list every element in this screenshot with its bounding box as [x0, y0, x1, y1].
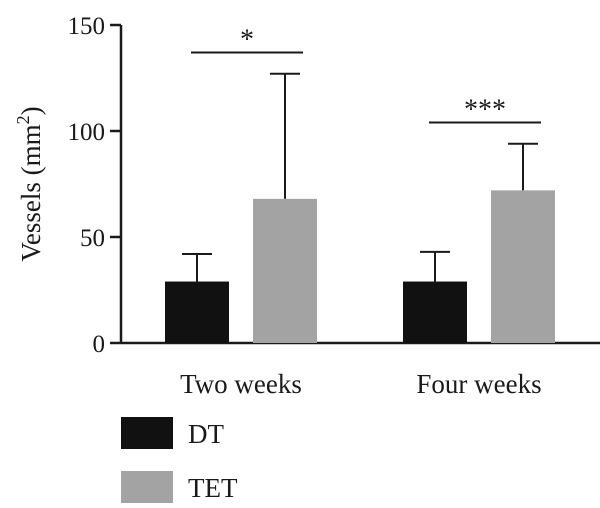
- y-tick-label: 100: [68, 119, 106, 146]
- significance-label: *: [240, 25, 254, 56]
- x-category-label: Two weeks: [180, 369, 302, 399]
- significance-label: ***: [464, 95, 506, 126]
- y-axis-title: Vessels (mm2): [13, 106, 46, 261]
- legend: DT TET: [121, 417, 238, 503]
- legend-label-dt: DT: [188, 419, 224, 449]
- legend-label-tet: TET: [188, 473, 238, 503]
- y-tick-label: 50: [80, 225, 105, 252]
- y-axis-title-main: Vessels (mm: [16, 124, 46, 261]
- bar-dt: [165, 281, 229, 343]
- y-axis-title-superscript: 2: [13, 115, 33, 124]
- y-axis-title-close: ): [16, 106, 46, 115]
- y-tick-label: 150: [68, 13, 106, 40]
- x-category-label: Four weeks: [416, 369, 541, 399]
- y-tick-label: 0: [93, 331, 106, 358]
- legend-swatch-tet: [121, 471, 173, 503]
- bar-tet: [253, 198, 317, 343]
- legend-swatch-dt: [121, 417, 173, 449]
- bar-tet: [491, 190, 555, 343]
- bar-dt: [403, 281, 467, 343]
- plot-area: 0 50 100 150 Vessels (mm2) Two weeks Four week…: [13, 13, 600, 399]
